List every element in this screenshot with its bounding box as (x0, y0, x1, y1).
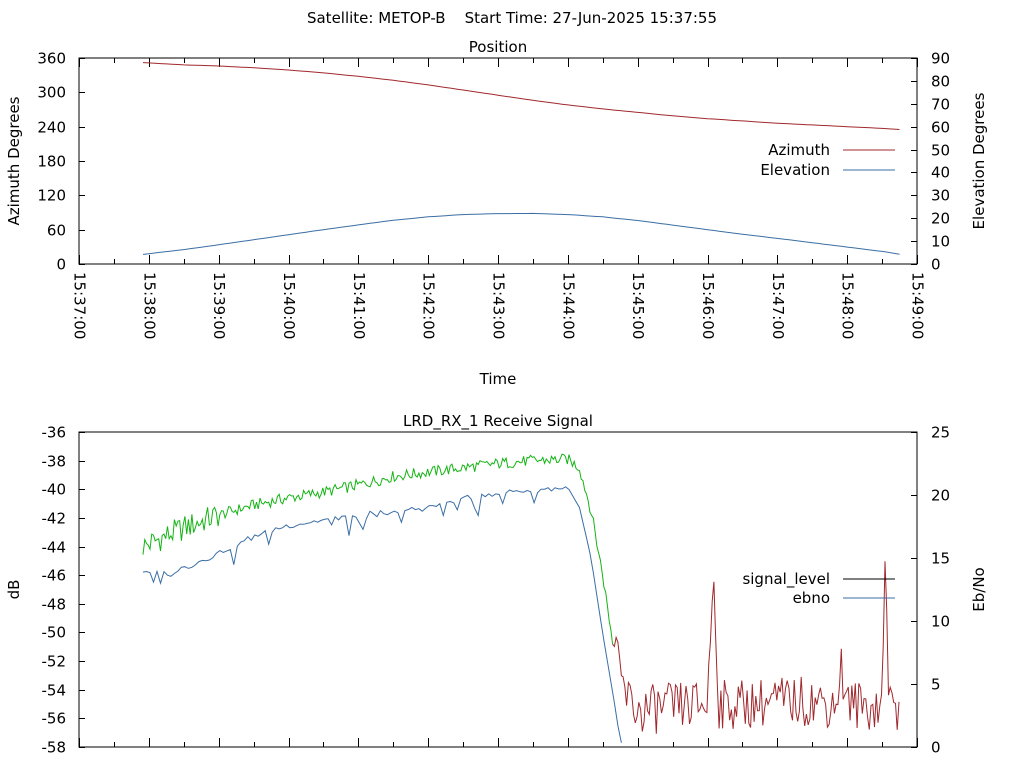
y2-tick-label: 90 (931, 50, 950, 68)
y-tick-label: 360 (37, 50, 66, 68)
y-tick-label: -38 (42, 453, 67, 471)
x-tick-label: 15:45:00 (629, 272, 647, 339)
legend-label: Elevation (760, 161, 830, 179)
y-tick-label: -50 (42, 624, 67, 642)
y2-tick-label: 60 (931, 119, 950, 137)
y-tick-label: -46 (42, 567, 67, 585)
plot-frame (78, 431, 918, 748)
y-axis-label: Azimuth Degrees (5, 96, 23, 225)
position-chart: Position 0 60 120 180 240 300 360 0 10 20 30 40 50 60 7… (5, 38, 988, 388)
x-tick-label: 15:38:00 (140, 272, 158, 339)
y2-axis-label: Elevation Degrees (970, 92, 988, 229)
y-tick-label: 240 (37, 119, 66, 137)
y2-tick-label: 5 (931, 676, 941, 694)
series-line-ebno (142, 486, 622, 743)
y2-tick-label: 20 (931, 210, 950, 228)
y-tick-label: -58 (42, 739, 67, 757)
y-tick-label: -48 (42, 596, 67, 614)
x-tick-label: 15:44:00 (559, 272, 577, 339)
y-tick-label: -40 (42, 481, 67, 499)
y-tick-label: -36 (42, 424, 67, 442)
y-tick-label: -56 (42, 710, 67, 728)
chart-title: LRD_RX_1 Receive Signal (403, 412, 593, 431)
y2-tick-label: 70 (931, 96, 950, 114)
page-title: Satellite: METOP-B Start Time: 27-Jun-20… (307, 9, 717, 27)
y-tick-label: 300 (37, 84, 66, 102)
signal-level-line-locked (142, 453, 614, 645)
y2-axis-label: Eb/No (970, 567, 988, 611)
y-tick-label: 60 (47, 222, 66, 240)
x-tick-label: 15:41:00 (350, 272, 368, 339)
x-tick-label: 15:43:00 (490, 272, 508, 339)
y2-tick-label: 0 (931, 739, 941, 757)
legend-label: signal_level (742, 570, 830, 589)
series-line-signal-level (612, 561, 900, 734)
series-line-azimuth (142, 62, 900, 130)
y2-tick-label: 50 (931, 142, 950, 160)
y-tick-label: 0 (56, 256, 66, 274)
series-line-elevation (142, 212, 900, 255)
y-tick-label: -52 (42, 653, 67, 671)
legend-label: ebno (793, 589, 830, 607)
y-axis-label: dB (5, 580, 23, 600)
x-tick-label: 15:47:00 (769, 272, 787, 339)
x-tick-label: 15:40:00 (280, 272, 298, 339)
chart-title: Position (469, 38, 527, 56)
y2-tick-label: 20 (931, 487, 950, 505)
y2-tick-label: 40 (931, 164, 950, 182)
y2-tick-label: 15 (931, 550, 950, 568)
y2-tick-label: 0 (931, 256, 941, 274)
y-tick-label: 180 (37, 153, 66, 171)
x-tick-label: 15:46:00 (699, 272, 717, 339)
y2-tick-label: 30 (931, 187, 950, 205)
x-tick-label: 15:42:00 (420, 272, 438, 339)
x-tick-label: 15:49:00 (909, 272, 927, 339)
y2-tick-label: 10 (931, 613, 950, 631)
x-tick-label: 15:39:00 (210, 272, 228, 339)
x-axis-label: Time (479, 370, 517, 388)
x-tick-label: 15:48:00 (839, 272, 857, 339)
y2-tick-label: 80 (931, 73, 950, 91)
y-tick-label: -44 (42, 539, 67, 557)
y2-tick-label: 10 (931, 233, 950, 251)
y-tick-label: 120 (37, 187, 66, 205)
legend-label: Azimuth (768, 141, 830, 159)
receive-signal-chart: LRD_RX_1 Receive Signal -58 -56 -54 -52 -50 -4… (5, 412, 988, 757)
y-tick-label: -42 (42, 510, 67, 528)
x-tick-label: 15:37:00 (71, 272, 89, 339)
y-tick-label: -54 (42, 682, 67, 700)
y2-tick-label: 25 (931, 424, 950, 442)
